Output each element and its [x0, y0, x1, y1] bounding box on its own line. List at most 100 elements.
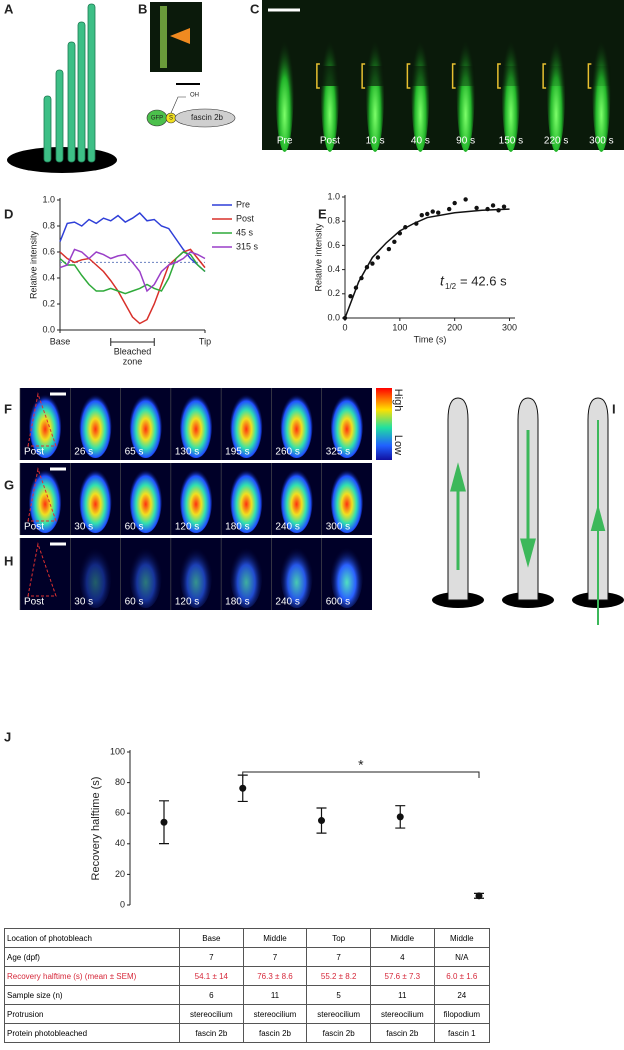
colorbar-high: High [392, 389, 404, 412]
colorbar [376, 388, 392, 460]
table-cell: Middle [369, 928, 435, 948]
table-cell: 57.6 ± 7.3 [369, 966, 435, 986]
signal [330, 469, 363, 533]
table-row: Protrusion stereocilium stereocilium stereo… [4, 1004, 491, 1024]
y-tick-label: 80 [115, 777, 125, 787]
bleach-gap [456, 66, 475, 86]
row-header: Protrusion [4, 1004, 180, 1024]
signal [79, 544, 112, 608]
x-axis-label: Time (s) [414, 334, 447, 344]
frame-label: 65 s [125, 447, 144, 458]
table-row: Recovery halftime (s) (mean ± SEM) 54.1 ±… [4, 966, 491, 986]
frames-fgh: Post 26 s 65 s 130 s 195 s 260 s 325 s Post 30 s… [19, 388, 372, 610]
summary-table: Location of photobleach Base Middle Top Midd… [4, 928, 491, 1043]
table-cell: 7 [179, 947, 244, 967]
row-header: Location of photobleach [4, 928, 180, 948]
signal [129, 544, 162, 608]
frame-label: 325 s [326, 447, 350, 458]
series-line [59, 248, 206, 293]
y-tick-label: 0.0 [327, 312, 340, 322]
x-tick-label: Base [50, 336, 71, 346]
table-cell: 76.3 ± 8.6 [242, 966, 308, 986]
colorbar-low: Low [392, 435, 404, 455]
data-point [474, 205, 479, 211]
frames-c: Pre Post 10 s 40 s 90 s 150 s 220 s 300 s [275, 28, 614, 152]
y-tick-label: 0.0 [42, 324, 55, 334]
signal [129, 394, 162, 458]
signal [29, 394, 62, 458]
frame-label: 600 s [326, 597, 350, 608]
y-tick-label: 0.6 [327, 240, 340, 250]
bleach-gap [411, 66, 430, 86]
table-row: Sample size (n) 6 11 5 11 24 [4, 985, 491, 1005]
frame-label: 180 s [225, 522, 249, 533]
table-cell: fascin 1 [433, 1023, 491, 1043]
row-header: Sample size (n) [4, 985, 180, 1005]
y-tick-label: 0 [120, 899, 125, 909]
panel-label: I [612, 401, 616, 416]
significance-label: * [358, 757, 364, 773]
y-tick-label: 0.2 [327, 288, 340, 298]
gfp-label: GFP [151, 116, 163, 122]
signal [330, 544, 363, 608]
signal [330, 394, 363, 458]
y-axis-label: Relative intensity [28, 230, 38, 299]
data-point [370, 261, 375, 266]
significance-bracket [242, 771, 480, 778]
table-cell: fascin 2b [179, 1023, 244, 1043]
legend-label: 45 s [236, 227, 254, 237]
table-cell: fascin 2b [306, 1023, 371, 1043]
bleached-bracket [110, 338, 155, 346]
panel-label: H [4, 553, 13, 568]
bleach-bracket [406, 63, 411, 89]
micrograph-b [150, 2, 202, 85]
table-row: Location of photobleach Base Middle Top Midd… [4, 928, 491, 948]
gfp-signal [320, 28, 339, 152]
bleach-bracket [497, 63, 501, 89]
y-tick-label: 1.0 [42, 194, 55, 204]
frame-label: 60 s [125, 597, 144, 608]
data-point [490, 203, 496, 208]
bleach-gap [592, 66, 611, 86]
y-tick-label: 0.4 [327, 264, 340, 274]
annotation-text: = 42.6 s [460, 273, 507, 288]
data-point [436, 210, 441, 215]
table-row: Protein photobleached fascin 2b fascin 2b f… [4, 1023, 491, 1043]
table-cell: stereocilium [242, 1004, 308, 1024]
frame-label: 150 s [499, 136, 523, 147]
table-cell: 7 [306, 947, 371, 967]
signal [280, 469, 313, 533]
frame-label: 120 s [175, 597, 199, 608]
bleach-bracket [451, 63, 456, 89]
legend-label: Pre [236, 199, 250, 209]
frame-label: 30 s [74, 522, 93, 533]
outline [27, 467, 57, 522]
gfp-signal [275, 28, 294, 152]
frame-label: 195 s [225, 447, 249, 458]
gfp-signal [411, 28, 430, 152]
x-tick-label: 200 [447, 322, 462, 332]
table-cell: 4 [369, 947, 435, 967]
panel-label: E [318, 206, 327, 221]
row-header: Age (dpf) [4, 947, 180, 967]
table-cell: 7 [242, 947, 308, 967]
table-cell: stereocilium [179, 1004, 244, 1024]
data-point [475, 892, 483, 900]
signal [230, 544, 263, 608]
bleach-bracket [542, 63, 547, 89]
frame-label: 180 s [225, 597, 249, 608]
signal [180, 469, 212, 533]
frame-label: 220 s [544, 136, 568, 147]
signal [180, 544, 212, 608]
signal [180, 394, 212, 458]
y-tick-label: 20 [115, 869, 125, 879]
frame-label: Pre [277, 136, 293, 147]
signal [280, 544, 313, 608]
y-tick-label: 40 [115, 838, 125, 848]
bleach-bracket [316, 63, 320, 89]
table-cell: N/A [433, 947, 491, 967]
frame-label: 90 s [456, 136, 475, 147]
transport-diagram [432, 397, 624, 625]
